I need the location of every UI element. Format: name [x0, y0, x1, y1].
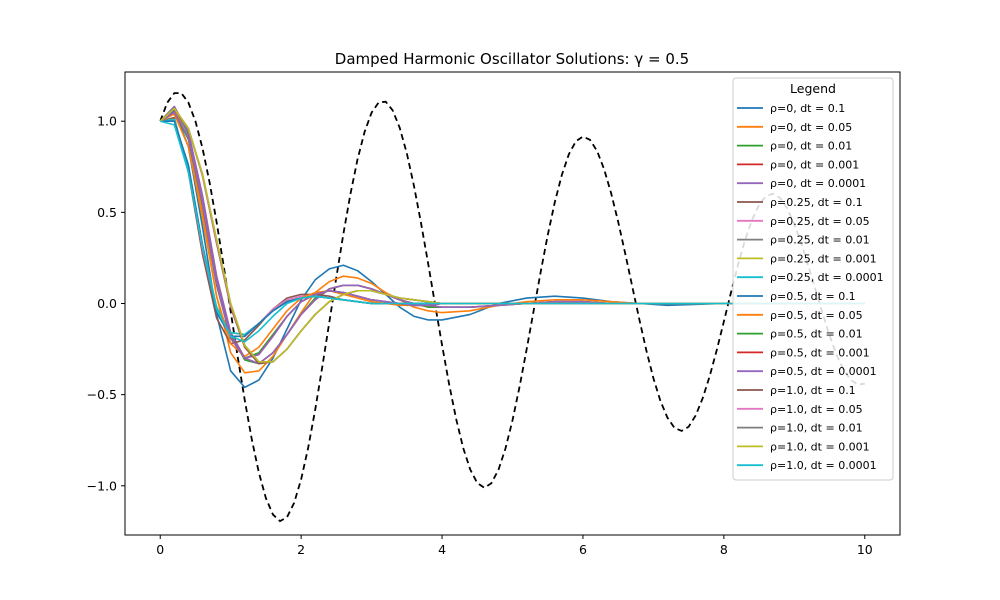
x-tick-label: 4	[438, 542, 446, 557]
x-tick-label: 2	[297, 542, 305, 557]
legend-entry-label: ρ=0.5, dt = 0.0001	[770, 365, 877, 378]
legend-title: Legend	[790, 81, 836, 96]
legend-entry-label: ρ=0.25, dt = 0.1	[770, 196, 863, 209]
x-tick-label: 10	[857, 542, 873, 557]
legend-entry-label: ρ=1.0, dt = 0.001	[770, 440, 870, 453]
chart-title: Damped Harmonic Oscillator Solutions: γ …	[335, 50, 689, 68]
legend-entry-label: ρ=0, dt = 0.001	[770, 158, 859, 171]
legend-entry-label: ρ=0.25, dt = 0.05	[770, 215, 870, 228]
legend-entry-label: ρ=0.5, dt = 0.05	[770, 309, 863, 322]
plot-area	[159, 92, 865, 523]
legend-entry-label: ρ=1.0, dt = 0.0001	[770, 459, 877, 472]
legend-entry-label: ρ=0, dt = 0.0001	[770, 177, 866, 190]
legend-box	[732, 77, 894, 481]
legend-entry-label: ρ=0.5, dt = 0.001	[770, 346, 870, 359]
x-tick-label: 0	[156, 542, 164, 557]
legend-entry-label: ρ=0.25, dt = 0.0001	[770, 271, 884, 284]
legend-entry-label: ρ=1.0, dt = 0.05	[770, 403, 863, 416]
legend-entry-label: ρ=0.5, dt = 0.1	[770, 290, 856, 303]
series-line-19	[160, 120, 865, 343]
legend-entry-label: ρ=0, dt = 0.01	[770, 140, 852, 153]
y-axis: −1.0 −0.5 0.0 0.5 1.0	[87, 114, 125, 493]
x-tick-label: 6	[579, 542, 587, 557]
legend-entry-label: ρ=0.25, dt = 0.001	[770, 252, 877, 265]
y-tick-label: 1.0	[97, 114, 117, 129]
legend-entry-label: ρ=0, dt = 0.05	[770, 121, 852, 134]
x-tick-label: 8	[720, 542, 728, 557]
legend-entry-label: ρ=1.0, dt = 0.01	[770, 422, 863, 435]
y-tick-label: −1.0	[87, 478, 117, 493]
x-axis: 0 2 4 6 8 10	[156, 535, 873, 557]
legend-entry-label: ρ=1.0, dt = 0.1	[770, 384, 856, 397]
legend: Legend ρ=0, dt = 0.1 ρ=0, dt = 0.05 ρ=0, dt…	[732, 77, 894, 481]
y-tick-label: −0.5	[87, 387, 117, 402]
legend-entry-label: ρ=0.5, dt = 0.01	[770, 328, 863, 341]
legend-entry-label: ρ=0.25, dt = 0.01	[770, 234, 870, 247]
y-tick-label: 0.0	[97, 296, 117, 311]
legend-entry-label: ρ=0, dt = 0.1	[770, 102, 845, 115]
series-line-1	[159, 107, 865, 374]
y-tick-label: 0.5	[97, 205, 117, 220]
